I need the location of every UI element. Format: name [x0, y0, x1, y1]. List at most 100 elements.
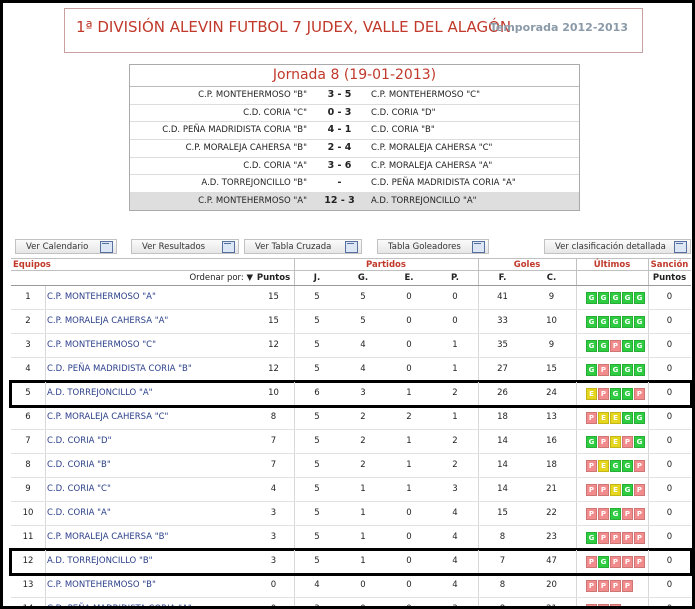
team-name[interactable]: A.D. TORREJONCILLO "A" [47, 388, 153, 398]
form-badge: P [610, 556, 621, 568]
goals-against: 47 [546, 556, 557, 566]
goals-for: 15 [497, 508, 508, 518]
team-name[interactable]: C.D. CORIA "C" [47, 484, 111, 494]
lost: 0 [452, 292, 458, 302]
team-name[interactable]: C.P. MONTEHERMOSO "B" [47, 580, 156, 590]
goals-against: 9 [548, 292, 555, 302]
drawn: 0 [406, 508, 412, 518]
match-score: - [337, 177, 342, 189]
sanction-points: 0 [666, 412, 673, 422]
form-badge: G [598, 556, 609, 568]
won: 1 [360, 556, 366, 566]
col-perdidos[interactable]: P. [451, 273, 459, 283]
match-score: 3 - 5 [327, 89, 352, 100]
form-badge: G [586, 316, 597, 328]
match-away: C.D. CORIA "B" [371, 125, 435, 136]
form-badge: P [598, 484, 609, 496]
won: 1 [360, 508, 366, 518]
jornada-title: Jornada 8 (19-01-2013) [130, 65, 579, 87]
team-name[interactable]: C.P. MORALEJA CAHERSA "B" [47, 532, 169, 542]
position: 9 [25, 484, 31, 494]
window-icon [100, 241, 113, 253]
lost: 3 [452, 604, 458, 609]
col-jugados[interactable]: J. [313, 273, 321, 283]
form-badge: G [586, 436, 597, 448]
lost: 4 [452, 580, 458, 590]
sanction-points: 0 [666, 484, 673, 494]
col-sancion-puntos[interactable]: Puntos [652, 273, 687, 283]
team-name[interactable]: C.P. MONTEHERMOSO "C" [47, 340, 157, 350]
col-contra[interactable]: C. [546, 273, 557, 283]
sanction-points: 0 [666, 532, 673, 542]
col-empatados[interactable]: E. [404, 273, 414, 283]
team-name[interactable]: C.D. PEÑA MADRIDISTA CORIA "B" [47, 364, 192, 374]
table-row: 5 A.D. TORREJONCILLO "A" 10 6 3 1 2 26 24 0 E P G G P [9, 380, 692, 408]
window-icon [345, 241, 358, 253]
position: 14 [22, 604, 34, 609]
won: 1 [360, 532, 366, 542]
form-badge: E [598, 460, 609, 472]
team-name[interactable]: C.D. CORIA "B" [47, 460, 111, 470]
form-badge: E [610, 412, 621, 424]
team-name[interactable]: C.P. MONTEHERMOSO "A" [47, 292, 156, 302]
tabla-goleadores-button[interactable]: Tabla Goleadores [377, 239, 489, 254]
ver-calendario-button[interactable]: Ver Calendario [15, 239, 117, 254]
match-score: 12 - 3 [324, 195, 355, 207]
form-badge: P [598, 532, 609, 544]
ver-resultados-label: Ver Resultados [142, 242, 206, 252]
table-row: 6 C.P. MORALEJA CAHERSA "C" 8 5 2 2 1 18 13 0 P E E G… [11, 406, 691, 430]
table-row: 13 C.P. MONTEHERMOSO "B" 0 4 0 0 4 8 20 0 P P P P [11, 574, 691, 598]
won: 5 [360, 292, 366, 302]
match-row: C.D. PEÑA MADRIDISTA CORIA "B" 4 - 1 C.D. … [130, 122, 579, 141]
goals-for: 27 [497, 364, 508, 374]
ver-clasificacion-detallada-button[interactable]: Ver clasificación detallada [544, 239, 691, 254]
ver-resultados-button[interactable]: Ver Resultados [131, 239, 239, 254]
form-badge: P [598, 364, 609, 376]
col-ganados[interactable]: G. [357, 273, 369, 283]
window-icon [222, 241, 235, 253]
col-favor[interactable]: F. [498, 273, 507, 283]
team-name[interactable]: C.D. PEÑA MADRIDISTA CORIA "A" [47, 604, 192, 609]
won: 5 [360, 316, 366, 326]
col-puntos[interactable]: Puntos [256, 273, 291, 283]
goals-against: 24 [546, 388, 557, 398]
match-away: C.P. MONTEHERMOSO "C" [371, 90, 481, 100]
ver-tabla-cruzada-label: Ver Tabla Cruzada [255, 242, 332, 252]
played: 6 [314, 388, 320, 398]
team-name[interactable]: C.P. MORALEJA CAHERSA "C" [47, 412, 169, 422]
lost: 1 [452, 364, 458, 374]
table-column-header: Ordenar por: ▼ Puntos J. G. E. P. F. C. … [11, 270, 691, 286]
goals-for: 8 [499, 604, 506, 609]
ver-tabla-cruzada-button[interactable]: Ver Tabla Cruzada [244, 239, 362, 254]
form-badge: P [634, 388, 645, 400]
position: 11 [22, 532, 34, 542]
team-name[interactable]: C.D. CORIA "A" [47, 508, 111, 518]
form-badge: G [622, 484, 633, 496]
team-name[interactable]: C.P. MORALEJA CAHERSA "A" [47, 316, 169, 326]
team-name[interactable]: C.D. CORIA "D" [47, 436, 112, 446]
played: 5 [314, 340, 320, 350]
order-by-control[interactable]: Ordenar por: ▼ [189, 271, 253, 285]
form-badge: P [586, 484, 597, 496]
form-badge: P [598, 508, 609, 520]
match-score: 4 - 1 [327, 124, 352, 136]
team-name[interactable]: A.D. TORREJONCILLO "B" [47, 556, 153, 566]
drawn: 0 [406, 364, 412, 374]
played: 5 [314, 532, 320, 542]
played: 5 [314, 460, 320, 470]
table-group-header: Equipos Partidos Goles Últimos Sanción [11, 258, 691, 271]
form-badge: G [622, 460, 633, 472]
form-badge: P [610, 532, 621, 544]
goals-for: 7 [499, 556, 506, 566]
form-badge: G [598, 316, 609, 328]
goals-against: 22 [546, 508, 557, 518]
played: 5 [314, 316, 320, 326]
points: 3 [270, 508, 277, 518]
form-badge: G [634, 412, 645, 424]
goals-for: 26 [497, 388, 508, 398]
goals-for: 14 [497, 460, 508, 470]
form-badge: P [598, 436, 609, 448]
